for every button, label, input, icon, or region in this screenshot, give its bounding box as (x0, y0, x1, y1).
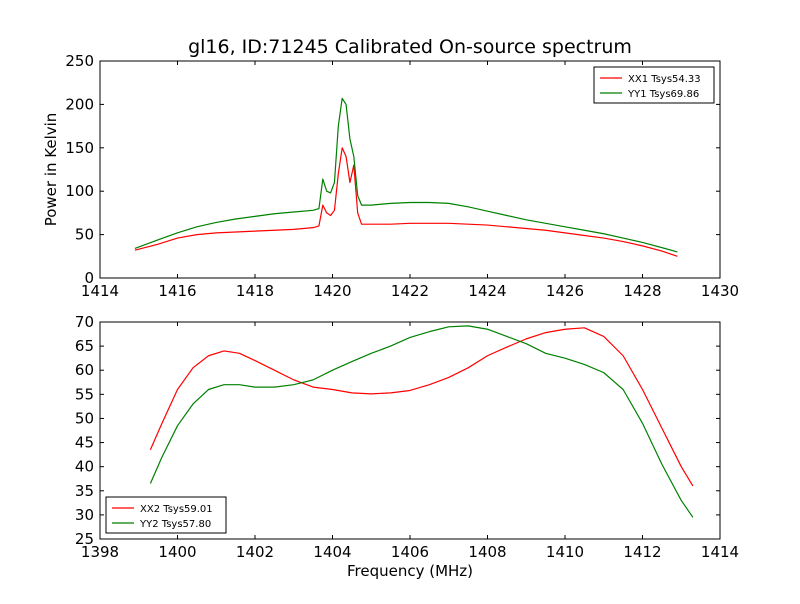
x-tick-label: 1400 (158, 543, 196, 561)
y-tick-label: 45 (75, 434, 94, 452)
legend-box (593, 66, 715, 104)
x-tick-label: 1416 (158, 282, 196, 300)
y-tick-label: 35 (75, 482, 94, 500)
y-tick-label: 50 (75, 409, 94, 427)
x-tick-label: 1414 (81, 282, 119, 300)
y-tick-label: 25 (75, 530, 94, 548)
x-tick-label: 1410 (546, 543, 584, 561)
y-axis-label: Power in Kelvin (42, 113, 60, 227)
y-tick-label: 30 (75, 506, 94, 524)
x-tick-label: 1406 (391, 543, 429, 561)
legend-label: XX1 Tsys54.33 (628, 74, 701, 85)
series-line-red-panel-1 (134, 147, 678, 257)
x-tick-label: 1428 (623, 282, 661, 300)
x-tick-label: 1408 (468, 543, 506, 561)
legend-label: YY1 Tsys69.86 (627, 89, 699, 100)
y-tick-label: 150 (65, 139, 94, 157)
x-tick-label: 1412 (623, 543, 661, 561)
y-tick-label: 60 (75, 361, 94, 379)
x-tick-label: 1414 (701, 543, 739, 561)
x-tick-label: 1404 (313, 543, 351, 561)
legend-label: YY2 Tsys57.80 (139, 519, 211, 530)
chart-title: gl16, ID:71245 Calibrated On-source spec… (188, 36, 632, 58)
legend: XX1 Tsys54.33 YY1 Tsys69.86 (593, 66, 715, 104)
y-tick-label: 100 (65, 182, 94, 200)
top-panel: 1414 1416 1418 1420 1422 1424 1426 1428 1430 0 50 1… (42, 52, 739, 300)
x-tick-label: 1420 (313, 282, 351, 300)
x-tick-label: 1424 (468, 282, 506, 300)
y-tick-label: 70 (75, 313, 94, 331)
x-axis-label: Frequency (MHz) (347, 562, 473, 580)
y-tick-label: 65 (75, 337, 94, 355)
x-tick-label: 1422 (391, 282, 429, 300)
bottom-panel: 1398 1400 1402 1404 1406 1408 1410 1412 1414 25 30… (75, 313, 739, 580)
y-tick-label: 50 (75, 226, 94, 244)
series-line-green-panel-2 (149, 325, 694, 518)
y-tick-label: 0 (84, 269, 94, 287)
y-tick-label: 55 (75, 385, 94, 403)
legend-box (105, 496, 227, 534)
x-tick-label: 1418 (236, 282, 274, 300)
legend-label: XX2 Tsys59.01 (140, 504, 213, 515)
x-tick-label: 1402 (236, 543, 274, 561)
y-tick-label: 200 (65, 95, 94, 113)
y-tick-label: 250 (65, 52, 94, 70)
x-tick-label: 1430 (701, 282, 739, 300)
series-line-red-panel-2 (149, 327, 694, 487)
series-line-green-panel-1 (134, 97, 678, 253)
x-tick-label: 1426 (546, 282, 584, 300)
x-tick-label: 1398 (81, 543, 119, 561)
legend: XX2 Tsys59.01 YY2 Tsys57.80 (105, 496, 227, 534)
y-tick-label: 40 (75, 458, 94, 476)
